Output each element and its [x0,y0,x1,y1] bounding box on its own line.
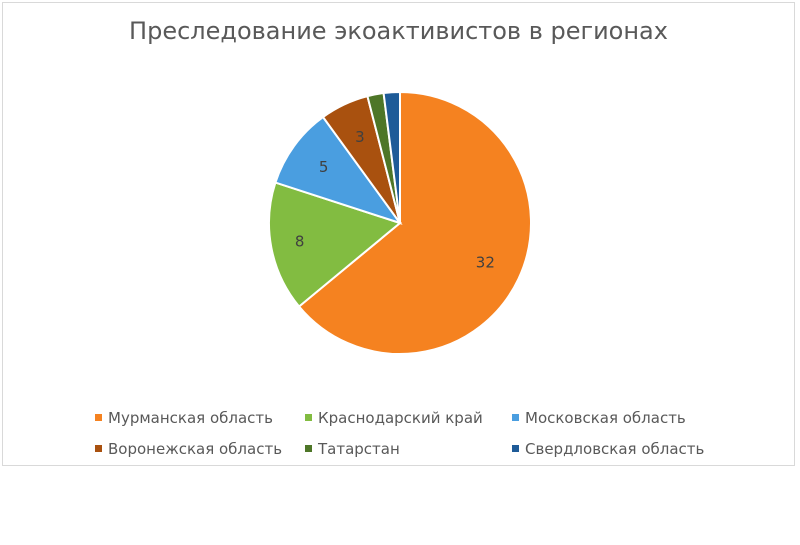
pie-slice [297,90,532,355]
data-label: 8 [295,233,305,251]
data-label: 5 [319,158,329,176]
chart-legend: Мурманская область Краснодарский край Моск… [95,402,735,464]
legend-swatch [95,414,102,421]
legend-label: Мурманская область [108,408,273,427]
legend-swatch [95,445,102,452]
legend-swatch [512,445,519,452]
legend-swatch [305,414,312,421]
legend-row: Мурманская область Краснодарский край Моск… [95,402,735,433]
data-label: 3 [355,128,365,146]
legend-label: Краснодарский край [318,408,483,427]
pie-slice [274,115,403,225]
legend-item: Краснодарский край [305,409,512,427]
legend-item: Татарстан [305,440,512,458]
legend-label: Воронежская область [108,439,283,458]
data-label: 32 [476,254,495,272]
legend-label: Московская область [525,408,686,427]
legend-row: Воронежская область Татарстан Свердловская… [95,433,735,464]
legend-item: Свердловская область [512,440,732,458]
chart-title: Преследование экоактивистов в регионах [129,17,668,45]
legend-item: Мурманская область [95,409,305,427]
pie-slice [268,181,403,308]
legend-swatch [512,414,519,421]
legend-label: Свердловская область [525,439,705,458]
legend-item: Воронежская область [95,440,305,458]
pie-chart: 32 8 5 3 [268,90,532,355]
pie-slice [382,90,401,224]
legend-swatch [305,445,312,452]
legend-item: Московская область [512,409,732,427]
legend-label: Татарстан [318,439,400,458]
chart-area: Преследование экоактивистов в регионах 3… [2,2,795,466]
